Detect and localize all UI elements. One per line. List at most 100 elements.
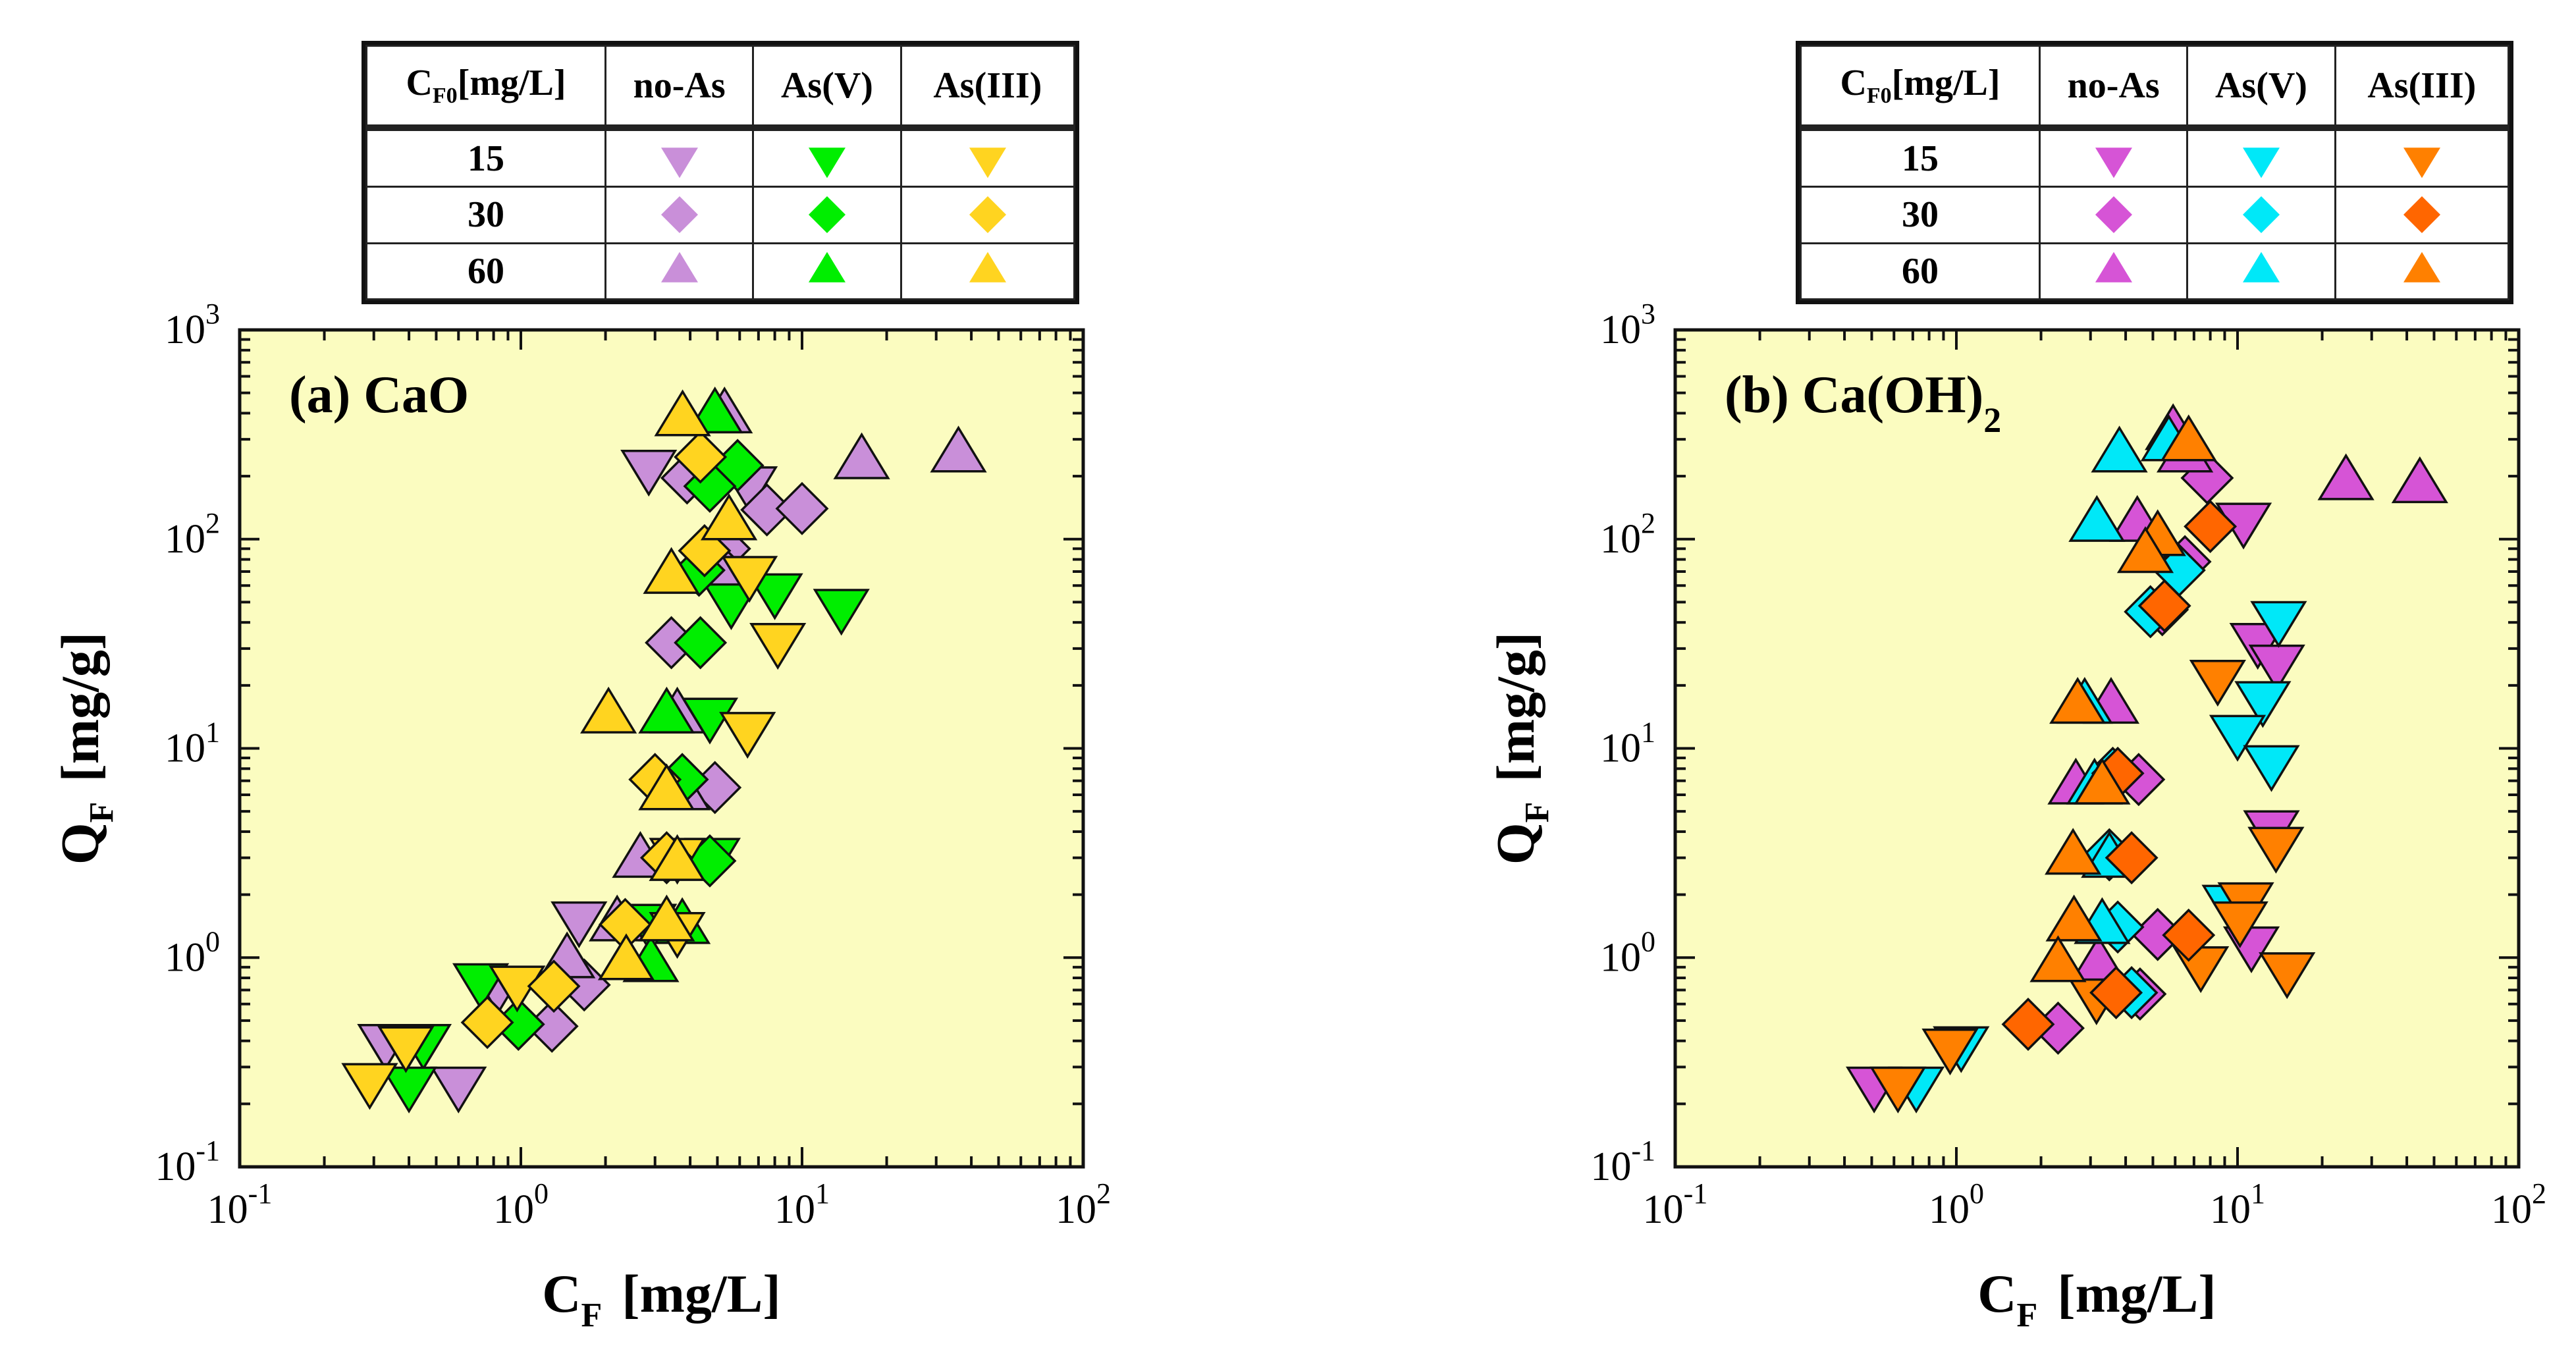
data-point-diamond (674, 616, 728, 670)
legend-row-label: 60 (1800, 242, 2041, 301)
data-point-triangle-down (1921, 1029, 1979, 1076)
data-point-triangle-up (654, 389, 711, 437)
legend-marker-cell (899, 242, 1076, 301)
data-point-triangle-up (580, 686, 637, 734)
data-point-triangle-up (2116, 526, 2174, 574)
data-point-diamond (674, 430, 728, 484)
data-point-triangle-up (2391, 456, 2448, 504)
data-point-triangle-down (749, 622, 807, 670)
data-point-triangle-down (2243, 745, 2300, 792)
data-point-triangle-up (638, 686, 695, 734)
legend-marker-cell (604, 242, 755, 301)
data-point-triangle-down (681, 697, 739, 745)
series-asiii-60 (2029, 414, 2217, 982)
plot-frame (238, 328, 1085, 1169)
y-tick-label: 103 (1600, 298, 1655, 352)
data-point-triangle-up (2317, 453, 2375, 500)
data-point-triangle-up (701, 493, 758, 541)
y-tick-label: 102 (165, 507, 220, 562)
legend-marker-cell (2186, 186, 2336, 244)
y-axis-title: QF[mg/g] (50, 632, 121, 865)
data-point-triangle-down (703, 583, 760, 631)
data-point-triangle-up (2045, 828, 2102, 875)
y-tick-label: 101 (1600, 716, 1655, 771)
legend-marker-cell (752, 242, 902, 301)
x-tick-label: 101 (2210, 1177, 2265, 1232)
data-point-triangle-down (746, 573, 803, 620)
panel-a-cao: 10-1 100 101 102 10-1 100 101 102 103 CF [mg/L] QF[… (50, 298, 1111, 1334)
legend-marker-triangle-down-icon (969, 147, 1006, 178)
legend-marker-cell (2186, 242, 2336, 301)
y-tick-label: 10-1 (1590, 1135, 1655, 1189)
data-point-diamond (527, 959, 581, 1013)
x-tick-label: 10-1 (207, 1177, 273, 1232)
data-point-triangle-down (452, 963, 510, 1010)
y-tick-label: 102 (1600, 507, 1655, 562)
data-point-triangle-up (2068, 495, 2126, 542)
legend-header-no-as: no-As (604, 45, 755, 131)
series-no-as-15 (357, 449, 778, 1114)
data-point-triangle-down (341, 1063, 398, 1110)
data-point-diamond (460, 996, 514, 1050)
legend-marker-triangle-up-icon (2403, 252, 2440, 282)
data-point-triangle-down (620, 449, 678, 497)
y-tick-label: 101 (165, 716, 220, 771)
plot-frame (1673, 328, 2521, 1169)
data-point-diamond (2105, 831, 2159, 885)
data-point-triangle-up (833, 432, 890, 479)
data-point-triangle-up (2029, 935, 2087, 982)
data-point-triangle-up (2160, 414, 2217, 462)
plot-area (1675, 330, 2519, 1167)
legend-marker-cell (2334, 186, 2510, 244)
legend-row-label: 60 (365, 242, 606, 301)
x-tick-label: 100 (1929, 1177, 1984, 1232)
series-asiii-60 (580, 389, 758, 980)
legend-row-label: 30 (365, 186, 606, 244)
data-point-triangle-down (813, 589, 870, 636)
data-point-triangle-down (430, 1066, 487, 1114)
legend-marker-triangle-down-icon (2095, 147, 2132, 178)
data-point-triangle-down (2247, 826, 2305, 874)
y-tick-label: 100 (1600, 925, 1655, 980)
data-point-diamond (2184, 499, 2238, 553)
x-tick-label: 100 (493, 1177, 549, 1232)
legend-row-label: 30 (1800, 186, 2041, 244)
data-point-triangle-up (643, 547, 700, 594)
legend-marker-cell (899, 186, 1076, 244)
data-point-triangle-down (721, 556, 778, 603)
legend-marker-triangle-up-icon (660, 252, 698, 282)
data-point-triangle-down (377, 1026, 435, 1073)
y-axis-title: QF[mg/g] (1486, 632, 1556, 865)
legend-marker-triangle-up-icon (2242, 252, 2280, 282)
data-point-triangle-down (1869, 1066, 1927, 1114)
y-tick-label: 100 (165, 925, 220, 980)
legend-marker-triangle-up-icon (808, 252, 845, 282)
data-point-diamond (2089, 965, 2143, 1019)
legend-marker-triangle-down-icon (2403, 147, 2440, 178)
legend-table-b: CF0[mg/L] no-As As(V) As(III) 15 30 60 (1796, 41, 2513, 304)
legend-marker-triangle-up-icon (969, 252, 1006, 282)
data-point-triangle-down (2209, 714, 2267, 762)
markers (1846, 403, 2448, 1114)
legend-marker-diamond-icon (2403, 196, 2440, 234)
y-tick-label: 103 (165, 298, 220, 352)
data-point-triangle-up (930, 425, 987, 473)
x-tick-label: 101 (774, 1177, 830, 1232)
legend-marker-triangle-up-icon (2095, 252, 2132, 282)
legend-marker-triangle-down-icon (808, 147, 845, 178)
series-asiii-30 (2001, 499, 2238, 1052)
data-point-triangle-down (2259, 952, 2316, 1000)
legend-header-no-as: no-As (2038, 45, 2189, 131)
x-axis-title: CF [mg/L] (542, 1264, 780, 1334)
legend-header-asv: As(V) (2186, 45, 2336, 131)
data-point-triangle-up (597, 933, 655, 980)
legend-row-label: 15 (365, 126, 606, 188)
data-point-triangle-down (2248, 644, 2305, 692)
panel-b-caoh2: 10-1 100 101 102 10-1 100 101 102 103 CF [mg/L] QF[… (1486, 298, 2546, 1334)
legend-header-concentration: CF0[mg/L] (365, 45, 606, 131)
markers (341, 386, 987, 1114)
legend-table-a: CF0[mg/L] no-As As(V) As(III) 15 30 60 (362, 41, 1079, 304)
x-tick-label: 102 (1056, 1177, 1111, 1232)
legend-marker-cell (752, 126, 902, 188)
legend-marker-cell (2334, 242, 2510, 301)
